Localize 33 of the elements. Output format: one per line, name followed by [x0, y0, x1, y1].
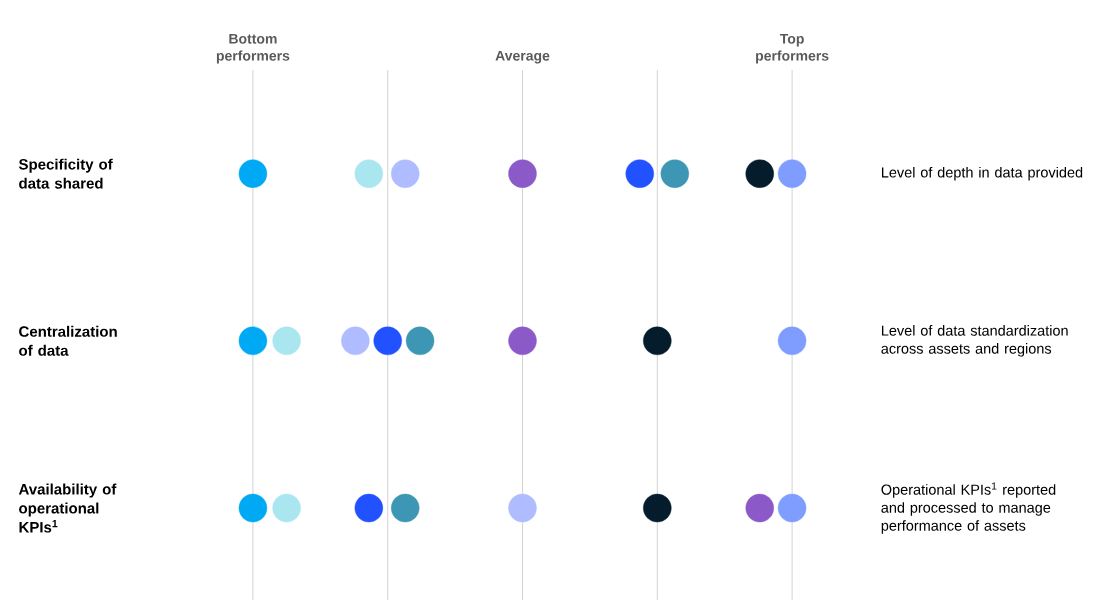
y-tick-label: Availability of operational KPIs$^{1}$ [18, 483, 117, 533]
point [354, 493, 384, 523]
text: Level of data standardization across assets and regions [881, 325, 1068, 357]
text: Operational KPIs$^{1}$ reported and processed to manage performance of assets [881, 482, 1056, 534]
point [272, 326, 301, 356]
point [405, 326, 435, 356]
point [777, 326, 807, 356]
point [508, 493, 537, 523]
point [643, 493, 672, 523]
point [238, 159, 268, 188]
point [391, 493, 420, 523]
point [238, 326, 268, 356]
point [625, 159, 654, 188]
y-tick-label: Centralization of data [19, 325, 117, 356]
point [508, 159, 537, 188]
text: Level of depth in data provided [881, 166, 1083, 181]
y-tick-label: Specificity of data shared [18, 158, 113, 189]
point [508, 326, 537, 356]
point [391, 159, 420, 188]
point [745, 159, 774, 188]
point [272, 493, 301, 523]
ref-line-label: Bottom performers [216, 33, 290, 64]
point [745, 493, 774, 523]
point [341, 326, 370, 356]
point [660, 159, 690, 188]
point [373, 326, 402, 356]
point [643, 326, 672, 356]
point [777, 493, 807, 523]
ref-line-label: Average [495, 50, 550, 64]
point [238, 493, 268, 523]
point [354, 159, 384, 188]
ref-line-label: Top performers [756, 33, 829, 64]
point [777, 159, 807, 188]
